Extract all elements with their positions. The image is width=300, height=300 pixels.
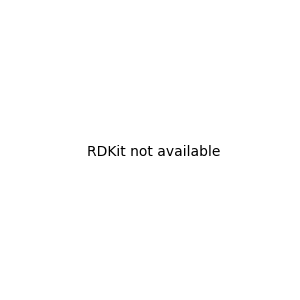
Text: RDKit not available: RDKit not available xyxy=(87,145,220,158)
